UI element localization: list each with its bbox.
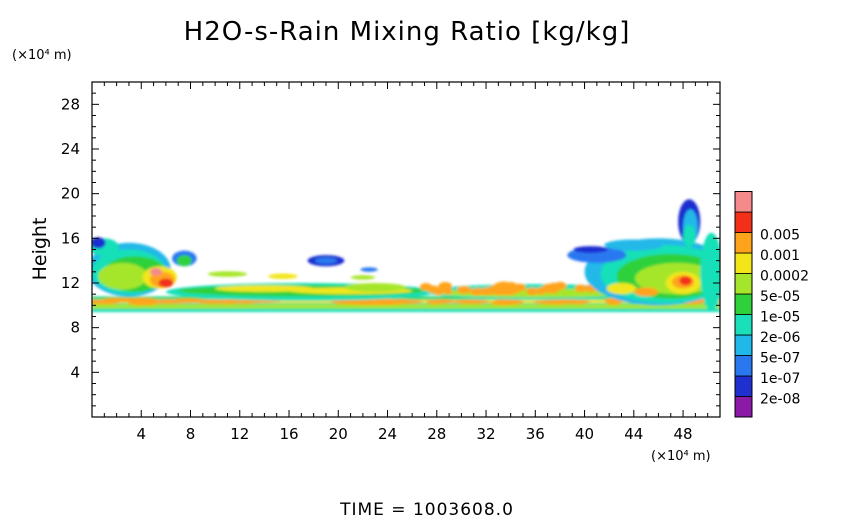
- left-core-peak: [149, 267, 163, 276]
- mid-band-cell: [574, 284, 587, 293]
- base-layer-spot: [92, 299, 113, 305]
- legend-label: 5e-07: [760, 351, 800, 367]
- legend-swatch: [734, 355, 753, 377]
- legend-label: 1e-05: [760, 310, 800, 326]
- base-layer-band: [92, 304, 720, 309]
- mid-band-cell: [494, 282, 508, 290]
- x-tick-label: 16: [279, 425, 298, 443]
- right-core: [679, 276, 692, 286]
- y-tick-label: 8: [70, 319, 80, 337]
- mid-band-cell: [547, 282, 561, 291]
- x-tick-label: 8: [186, 425, 196, 443]
- legend-swatch: [734, 334, 753, 356]
- upper-blob: [314, 257, 338, 265]
- legend-label: 2e-08: [760, 392, 800, 408]
- legend-label: 0.0002: [760, 269, 809, 285]
- right-core-low: [633, 287, 659, 297]
- mid-band-cell: [511, 285, 520, 294]
- legend-swatch: [734, 191, 753, 213]
- center-band-streak: [344, 283, 407, 292]
- x-tick-label: 4: [136, 425, 146, 443]
- y-tick-label: 16: [61, 229, 80, 247]
- center-band-top: [268, 273, 298, 280]
- center-band-streak: [215, 285, 314, 292]
- mid-band-cell: [526, 287, 538, 296]
- y-axis-unit: (×10⁴ m): [12, 48, 72, 63]
- legend-swatch: [734, 211, 753, 233]
- x-tick-label: 12: [230, 425, 249, 443]
- mid-band-cell: [470, 287, 484, 296]
- x-tick-label: 20: [329, 425, 348, 443]
- legend-swatch: [734, 293, 753, 315]
- center-band-top: [207, 271, 248, 277]
- right-cloud-anvil: [573, 246, 608, 253]
- legend-swatch: [734, 314, 753, 336]
- legend-label: 0.001: [760, 248, 800, 264]
- base-layer-spot: [425, 299, 446, 305]
- base-layer-spot: [209, 299, 245, 305]
- x-tick-label: 28: [427, 425, 446, 443]
- legend: 2e-08 1e-07 5e-07 2e-06 1e-05 5e-05 0.0002 0.00…: [734, 191, 809, 418]
- base-layer-spot: [452, 299, 490, 304]
- base-layer-spot: [128, 300, 159, 306]
- right-core-low: [606, 283, 637, 295]
- legend-swatch: [734, 273, 753, 295]
- mid-band-cell: [427, 285, 440, 294]
- legend-label: 2e-06: [760, 330, 800, 346]
- x-tick-label: 44: [624, 425, 643, 443]
- y-axis-label: Height: [29, 218, 51, 281]
- x-tick-label: 36: [526, 425, 545, 443]
- legend-label: 0.005: [760, 228, 800, 244]
- mid-band-cell: [484, 286, 499, 295]
- mid-band-cell: [438, 282, 452, 290]
- left-cloud: [98, 262, 148, 290]
- right-cloud-edge-right: [700, 232, 720, 311]
- left-cloud-lobe: [176, 255, 192, 267]
- base-layer-spot: [367, 300, 406, 305]
- legend-frame: [734, 191, 753, 418]
- y-tick-label: 28: [61, 95, 80, 113]
- right-cloud-anvil: [604, 239, 664, 251]
- x-tick-label: 48: [674, 425, 693, 443]
- legend-label: 5e-05: [760, 289, 800, 305]
- time-label: TIME = 1003608.0: [339, 500, 514, 519]
- x-tick-label: 24: [378, 425, 397, 443]
- plot-area: [92, 199, 720, 313]
- center-band-top: [350, 275, 376, 280]
- left-cloud-top: [92, 237, 106, 249]
- mid-band-cell: [536, 286, 547, 295]
- base-layer-spot: [533, 299, 577, 305]
- x-tick-label: 40: [575, 425, 594, 443]
- upper-blob-small: [360, 267, 378, 272]
- chart-title: H2O-s-Rain Mixing Ratio [kg/kg]: [184, 17, 631, 47]
- y-tick-label: 12: [61, 274, 80, 292]
- mid-band-cell: [456, 286, 472, 294]
- legend-label: 1e-07: [760, 371, 800, 387]
- base-layer-spot: [171, 298, 207, 303]
- x-tick-label: 32: [476, 425, 495, 443]
- legend-swatch: [734, 252, 753, 274]
- y-tick-label: 4: [70, 363, 80, 381]
- x-axis-unit: (×10⁴ m): [651, 449, 711, 464]
- legend-swatch: [734, 396, 753, 418]
- legend-swatch: [734, 232, 753, 254]
- legend-swatch: [734, 375, 753, 397]
- left-core: [158, 278, 174, 288]
- y-tick-label: 20: [61, 185, 80, 203]
- right-plume: [683, 224, 696, 248]
- y-tick-label: 24: [61, 140, 80, 158]
- base-layer-band: [92, 296, 720, 299]
